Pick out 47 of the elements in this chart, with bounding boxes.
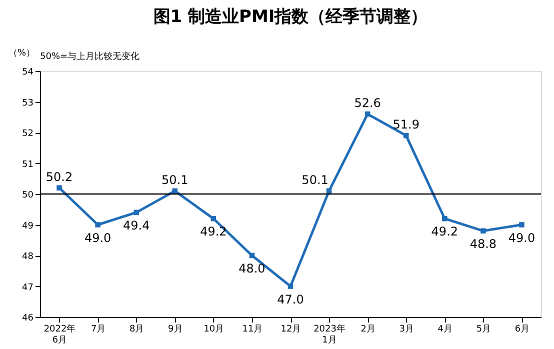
point bbox=[442, 216, 448, 222]
data-label: 48.8 bbox=[470, 236, 497, 251]
y-tick-label: 54 bbox=[22, 68, 34, 78]
data-label: 50.2 bbox=[46, 170, 73, 184]
x-tick-label: 6月 bbox=[514, 324, 530, 334]
point bbox=[56, 185, 62, 190]
x-tick-label: 5月 bbox=[476, 324, 492, 334]
data-label: 49.0 bbox=[508, 230, 536, 245]
point bbox=[403, 132, 409, 138]
y-tick-label: 52 bbox=[22, 129, 34, 139]
x-tick-label: 10月 bbox=[204, 324, 224, 334]
x-tick-label: 8月 bbox=[129, 324, 144, 334]
y-axis-title: （%） bbox=[8, 48, 36, 58]
x-tick-label: 4月 bbox=[438, 324, 453, 334]
data-label: 49.2 bbox=[431, 224, 458, 239]
point bbox=[480, 228, 486, 234]
x-tick-label: 2月 bbox=[360, 324, 376, 334]
x-tick-label: 2023年 1月 bbox=[314, 324, 346, 346]
data-label: 50.1 bbox=[162, 172, 188, 187]
data-label: 51.9 bbox=[392, 118, 420, 132]
point bbox=[95, 222, 100, 228]
data-label: 49.0 bbox=[84, 230, 112, 245]
point bbox=[134, 210, 139, 216]
y-tick-label: 47 bbox=[22, 282, 34, 293]
data-label: 50.1 bbox=[302, 172, 328, 187]
data-label: 47.0 bbox=[277, 292, 304, 306]
x-tick-label: 9月 bbox=[168, 324, 183, 334]
text: 50%=与上月比较无变化 bbox=[40, 51, 140, 62]
x-tick-label: 11月 bbox=[242, 324, 263, 334]
y-tick-label: 50 bbox=[22, 190, 34, 200]
data-label: 49.2 bbox=[200, 224, 227, 239]
point bbox=[519, 222, 524, 228]
point bbox=[288, 284, 294, 289]
x-tick-label: 7月 bbox=[90, 324, 106, 334]
data-label: 48.0 bbox=[238, 262, 266, 276]
chart-title: 图1 制造业PMI指数（经季节调整） bbox=[153, 7, 428, 27]
y-tick-label: 46 bbox=[22, 314, 34, 324]
data-label: 49.4 bbox=[122, 218, 150, 232]
y-tick-label: 53 bbox=[22, 98, 34, 108]
x-tick-label: 12月 bbox=[280, 324, 302, 334]
data-label: 52.6 bbox=[354, 96, 381, 110]
point bbox=[172, 188, 178, 194]
y-tick-label: 51 bbox=[22, 160, 34, 170]
y-tick-label: 49 bbox=[22, 221, 34, 232]
x-tick-label: 3月 bbox=[399, 324, 414, 334]
x-tick-label: 2022年 6月 bbox=[44, 324, 76, 346]
y-tick-label: 48 bbox=[22, 252, 34, 262]
